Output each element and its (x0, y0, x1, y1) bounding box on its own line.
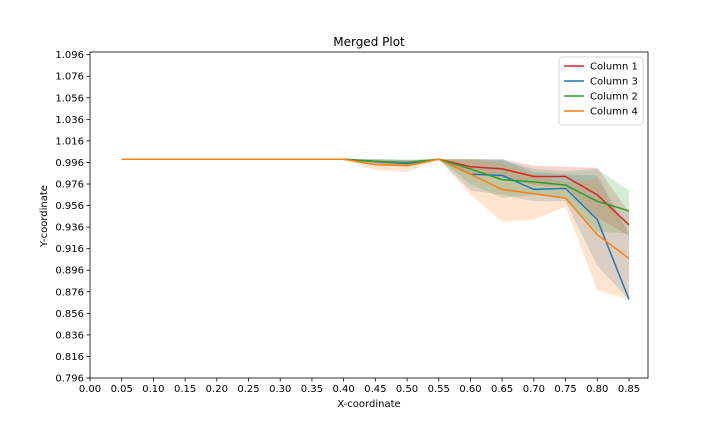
y-tick-label: 1.036 (55, 115, 84, 126)
x-tick-label: 0.25 (237, 384, 259, 395)
x-tick-label: 0.35 (301, 384, 323, 395)
line-series-3 (121, 158, 630, 212)
y-tick-label: 0.956 (55, 201, 84, 212)
y-tick-label: 0.936 (55, 223, 84, 234)
x-tick-label: 0.60 (459, 384, 481, 395)
x-tick-label: 0.45 (364, 384, 386, 395)
y-tick-label: 0.976 (55, 180, 84, 191)
y-tick-label: 1.096 (55, 50, 84, 61)
plot-frame (89, 51, 649, 379)
y-tick-label: 1.016 (55, 136, 84, 147)
x-tick-label: 0.15 (174, 384, 196, 395)
y-axis-label: Y-coordinate (39, 185, 50, 248)
x-tick-label: 0.00 (79, 384, 101, 395)
band-series-3 (121, 159, 629, 234)
y-tick-label: 0.996 (55, 158, 84, 169)
x-tick-label: 0.50 (396, 384, 418, 395)
band-series-2 (121, 159, 629, 300)
y-tick-label: 0.876 (55, 287, 84, 298)
y-tick-label: 0.816 (55, 352, 84, 363)
x-tick-label: 0.85 (618, 384, 640, 395)
x-tick-label: 0.30 (269, 384, 291, 395)
legend-label-3: Column 2 (590, 92, 638, 103)
x-tick-label: 0.55 (428, 384, 450, 395)
legend-box (558, 56, 644, 126)
x-tick-label: 0.70 (523, 384, 545, 395)
chart-title: Merged Plot (333, 35, 405, 49)
band-series-4 (121, 159, 629, 300)
x-axis-label: X-coordinate (337, 399, 400, 410)
x-tick-label: 0.80 (586, 384, 608, 395)
x-tick-label: 0.20 (206, 384, 228, 395)
x-tick-label: 0.10 (142, 384, 164, 395)
y-tick-label: 0.856 (55, 309, 84, 320)
line-series-4 (121, 158, 630, 259)
y-tick-label: 0.836 (55, 330, 84, 341)
y-tick-label: 0.796 (55, 374, 84, 385)
x-tick-label: 0.05 (111, 384, 133, 395)
legend-label-2: Column 3 (590, 77, 638, 88)
y-tick-label: 1.056 (55, 93, 84, 104)
confidence-bands (121, 159, 629, 300)
legend-label-4: Column 4 (590, 107, 638, 118)
y-tick-label: 0.896 (55, 266, 84, 277)
x-tick-label: 0.75 (554, 384, 576, 395)
legend: Column 1 Column 3 Column 2 Column 4 (558, 56, 644, 126)
y-tick-label: 1.076 (55, 72, 84, 83)
y-tick-label: 0.916 (55, 244, 84, 255)
series-lines (121, 158, 630, 300)
x-tick-label: 0.65 (491, 384, 513, 395)
legend-label-1: Column 1 (590, 62, 638, 73)
x-tick-label: 0.40 (333, 384, 355, 395)
axes: 0.00 0.05 0.10 0.15 0.20 0.25 0.30 0.35 0.40 0.45… (55, 50, 649, 395)
